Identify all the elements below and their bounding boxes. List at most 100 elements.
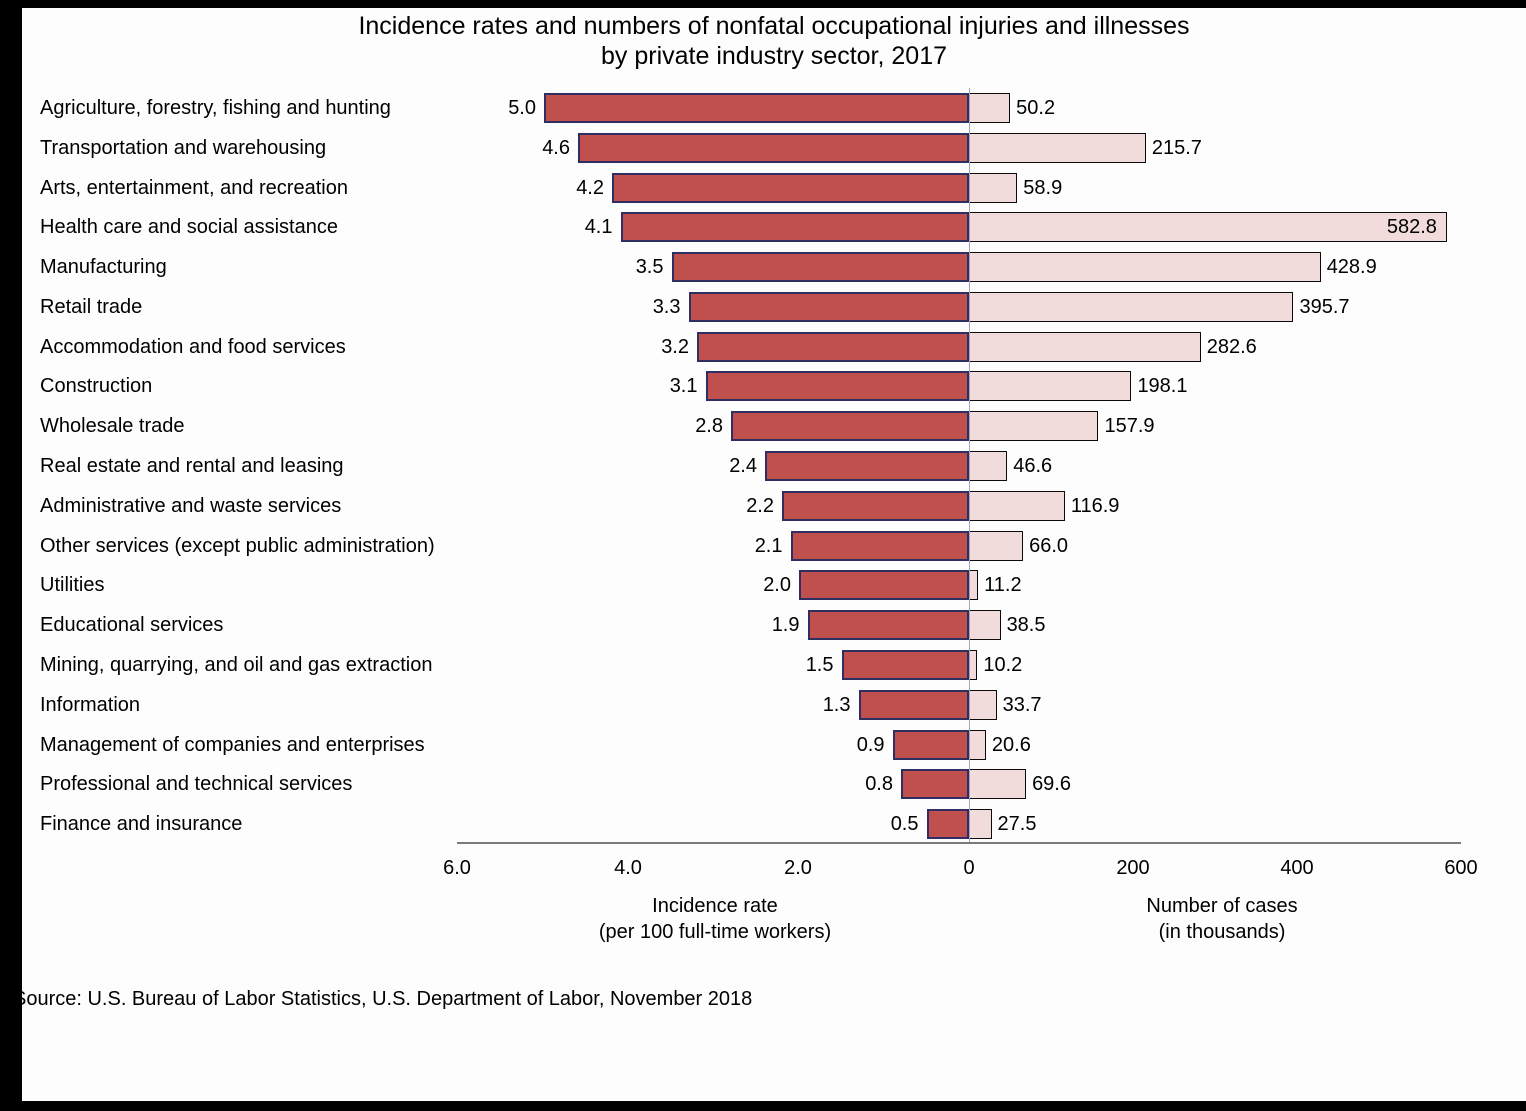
number-of-cases-bar: [969, 690, 997, 720]
category-label: Management of companies and enterprises: [40, 734, 425, 756]
incidence-rate-value: 1.9: [771, 614, 800, 636]
x-tick-left-6: 6.0: [443, 857, 471, 879]
x-tick-right-600: 600: [1444, 857, 1478, 879]
source-note: Source: U.S. Bureau of Labor Statistics,…: [13, 988, 753, 1010]
incidence-rate-bar: [697, 332, 969, 362]
number-of-cases-value: 46.6: [1013, 455, 1053, 477]
chart-title-line1: Incidence rates and numbers of nonfatal …: [358, 12, 1190, 40]
number-of-cases-bar: [969, 411, 1099, 441]
category-label: Information: [40, 694, 141, 716]
number-of-cases-bar: [969, 491, 1065, 521]
number-of-cases-value: 58.9: [1023, 177, 1063, 199]
category-label: Agriculture, forestry, fishing and hunti…: [40, 97, 391, 119]
right-axis-title: Number of cases (in thousands): [1012, 893, 1432, 945]
incidence-rate-bar: [858, 690, 969, 720]
number-of-cases-bar: [969, 292, 1294, 322]
x-axis-line: [457, 842, 1461, 844]
number-of-cases-value: 582.8: [1386, 216, 1437, 238]
category-label: Utilities: [40, 574, 105, 596]
category-label: Manufacturing: [40, 256, 167, 278]
incidence-rate-value: 2.8: [695, 415, 723, 437]
incidence-rate-bar: [926, 809, 969, 839]
number-of-cases-value: 33.7: [1002, 694, 1042, 716]
incidence-rate-value: 0.5: [890, 813, 919, 835]
incidence-rate-value: 2.2: [746, 495, 774, 517]
category-label: Transportation and warehousing: [40, 137, 327, 159]
number-of-cases-bar: [969, 93, 1011, 123]
number-of-cases-value: 215.7: [1151, 137, 1202, 159]
incidence-rate-value: 1.5: [805, 654, 834, 676]
incidence-rate-bar: [705, 371, 969, 401]
number-of-cases-value: 69.6: [1032, 773, 1071, 795]
left-axis-title: Incidence rate (per 100 full-time worker…: [505, 893, 925, 945]
incidence-rate-bar: [807, 610, 969, 640]
category-label: Educational services: [40, 614, 224, 636]
category-label: Finance and insurance: [40, 813, 243, 835]
incidence-rate-bar: [612, 173, 969, 203]
incidence-rate-bar: [841, 650, 969, 680]
category-label: Professional and technical services: [40, 773, 353, 795]
x-tick-left-2: 2.0: [784, 857, 812, 879]
incidence-rate-value: 4.1: [584, 216, 613, 238]
frame-top: [0, 0, 1526, 8]
incidence-rate-bar: [688, 292, 969, 322]
number-of-cases-bar: [969, 371, 1132, 401]
incidence-rate-bar: [782, 491, 969, 521]
category-label: Wholesale trade: [40, 415, 185, 437]
category-label: Health care and social assistance: [40, 216, 338, 238]
incidence-rate-bar: [731, 411, 969, 441]
incidence-rate-value: 0.8: [865, 773, 893, 795]
incidence-rate-value: 4.6: [542, 137, 570, 159]
category-label: Mining, quarrying, and oil and gas extra…: [40, 654, 433, 676]
zero-baseline-line: [969, 88, 970, 842]
number-of-cases-bar: [969, 769, 1027, 799]
number-of-cases-value: 20.6: [991, 734, 1031, 756]
incidence-rate-value: 2.1: [754, 535, 783, 557]
incidence-rate-bar: [578, 133, 969, 163]
left-axis-title-line2: (per 100 full-time workers): [598, 921, 832, 943]
incidence-rate-value: 3.1: [669, 375, 698, 397]
number-of-cases-value: 428.9: [1326, 256, 1377, 278]
incidence-rate-value: 1.3: [822, 694, 851, 716]
incidence-rate-bar: [544, 93, 969, 123]
category-label: Construction: [40, 375, 153, 397]
chart-title-line2: by private industry sector, 2017: [600, 42, 948, 70]
x-tick-right-200: 200: [1116, 857, 1150, 879]
number-of-cases-value: 11.2: [984, 574, 1022, 596]
category-label: Administrative and waste services: [40, 495, 342, 517]
incidence-rate-value: 3.5: [635, 256, 664, 278]
number-of-cases-bar: [969, 531, 1024, 561]
category-label: Real estate and rental and leasing: [40, 455, 344, 477]
number-of-cases-bar: [969, 809, 992, 839]
number-of-cases-value: 66.0: [1029, 535, 1069, 557]
number-of-cases-value: 198.1: [1137, 375, 1188, 397]
x-tick-left-4: 4.0: [614, 857, 642, 879]
number-of-cases-value: 157.9: [1104, 415, 1155, 437]
number-of-cases-bar: [969, 650, 978, 680]
number-of-cases-value: 282.6: [1206, 336, 1257, 358]
incidence-rate-bar: [671, 252, 969, 282]
number-of-cases-value: 395.7: [1299, 296, 1350, 318]
x-tick-right-400: 400: [1280, 857, 1314, 879]
incidence-rate-bar: [790, 531, 969, 561]
number-of-cases-bar: [969, 133, 1146, 163]
number-of-cases-value: 50.2: [1016, 97, 1056, 119]
incidence-rate-bar: [765, 451, 969, 481]
number-of-cases-value: 10.2: [983, 654, 1023, 676]
number-of-cases-bar: [969, 610, 1001, 640]
number-of-cases-bar: [969, 451, 1008, 481]
incidence-rate-value: 4.2: [576, 177, 604, 199]
incidence-rate-bar: [901, 769, 969, 799]
number-of-cases-bar: [969, 252, 1321, 282]
category-label: Arts, entertainment, and recreation: [40, 177, 348, 199]
incidence-rate-value: 2.0: [763, 574, 791, 596]
frame-left: [0, 0, 22, 1111]
incidence-rate-value: 3.3: [652, 296, 681, 318]
frame-bottom: [0, 1101, 1526, 1111]
x-tick-zero: 0: [963, 857, 975, 879]
category-label: Retail trade: [40, 296, 143, 318]
category-label: Accommodation and food services: [40, 336, 346, 358]
incidence-rate-bar: [799, 570, 969, 600]
